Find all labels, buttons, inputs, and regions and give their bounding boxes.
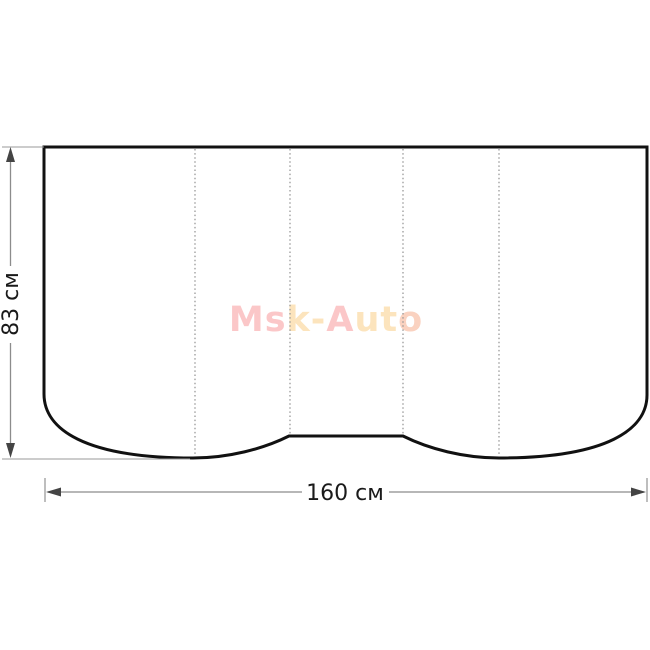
height-arrowhead-up-icon — [6, 147, 15, 162]
width-arrowhead-right-icon — [631, 487, 646, 497]
watermark-part: ut — [354, 300, 398, 340]
watermark-part: o — [398, 300, 423, 340]
watermark-part: k- — [287, 300, 327, 340]
width-arrowhead-left-icon — [46, 487, 61, 497]
watermark-part: Ms — [229, 300, 287, 340]
height-dimension-label: 83 см — [0, 272, 24, 336]
width-dimension-label: 160 см — [306, 481, 384, 506]
sunshade-outline — [42, 145, 649, 460]
watermark-part: A — [326, 300, 354, 340]
watermark: Msk-Auto — [229, 300, 423, 340]
height-arrowhead-down-icon — [6, 443, 15, 458]
